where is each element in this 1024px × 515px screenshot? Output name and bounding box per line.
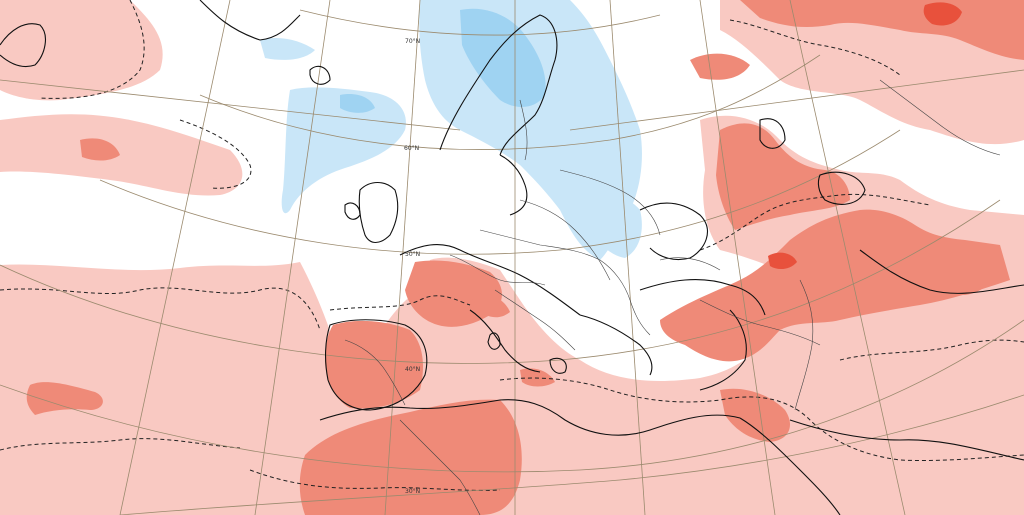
latitude-label-40n: 40°N — [405, 366, 420, 373]
national-borders — [344, 79, 1001, 515]
cold-anomaly-medium — [340, 8, 546, 113]
latitude-label-30n: 30°N — [405, 488, 420, 495]
latitude-label-70n: 70°N — [405, 38, 420, 45]
warm-anomaly-strong — [768, 2, 962, 270]
latitude-label-60n: 60°N — [404, 145, 419, 152]
latitude-label-50n: 50°N — [405, 251, 420, 258]
zero-anomaly-contours — [0, 0, 1024, 491]
